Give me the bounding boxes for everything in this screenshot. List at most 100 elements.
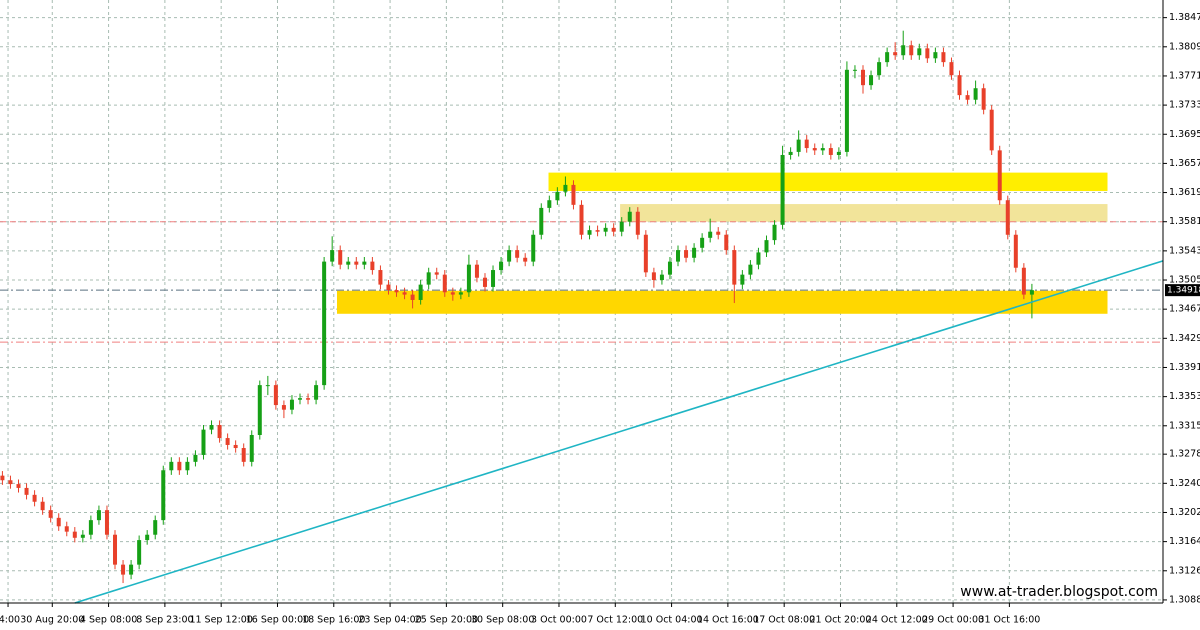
y-tick-label: 1.34670 xyxy=(1169,304,1200,315)
candle-body xyxy=(708,231,713,238)
candle-body xyxy=(370,261,375,271)
y-tick-label: 1.30880 xyxy=(1169,594,1200,605)
candle-body xyxy=(169,461,174,471)
candle-body xyxy=(161,470,166,521)
candle-body xyxy=(249,434,254,462)
x-tick-label: 7 Oct 12:00 xyxy=(587,615,643,626)
candle-body xyxy=(997,150,1002,201)
candle-body xyxy=(507,250,512,262)
candle-body xyxy=(145,534,150,541)
candle-body xyxy=(442,274,447,293)
candle-body xyxy=(667,261,672,275)
y-tick-label: 1.32400 xyxy=(1169,478,1200,489)
x-tick-label: 29 Oct 00:00 xyxy=(922,615,984,626)
candle-body xyxy=(72,531,77,538)
y-tick-label: 1.35810 xyxy=(1169,216,1200,227)
candle-body xyxy=(764,240,769,253)
x-tick-label: 30 Sep 08:00 xyxy=(471,615,534,626)
price-zone xyxy=(620,204,1108,222)
candle-body xyxy=(820,148,825,151)
y-tick-label: 1.33530 xyxy=(1169,391,1200,402)
y-tick-label: 1.38470 xyxy=(1169,12,1200,23)
candle-body xyxy=(306,398,311,400)
x-tick-label: 30 Aug 20:00 xyxy=(20,615,84,626)
y-tick-label: 1.37710 xyxy=(1169,70,1200,81)
x-tick-label: 24 Oct 12:00 xyxy=(866,615,928,626)
candle-body xyxy=(989,109,994,151)
y-tick-label: 1.33910 xyxy=(1169,362,1200,373)
candle-body xyxy=(40,501,45,511)
candle-body xyxy=(973,88,978,100)
y-tick-label: 1.35050 xyxy=(1169,275,1200,286)
y-tick-label: 1.32780 xyxy=(1169,449,1200,460)
y-tick-label: 1.33150 xyxy=(1169,420,1200,431)
candle-body xyxy=(547,200,552,208)
candle-body xyxy=(836,151,841,155)
candle-body xyxy=(957,75,962,96)
x-tick-label: 18 Sep 16:00 xyxy=(302,615,365,626)
y-tick-label: 1.32020 xyxy=(1169,507,1200,518)
candle-body xyxy=(418,284,423,300)
candle-body xyxy=(796,139,801,152)
candle-body xyxy=(121,564,126,575)
candle-body xyxy=(8,480,13,485)
y-tick-label: 1.36950 xyxy=(1169,129,1200,140)
candle-body xyxy=(322,261,327,386)
x-tick-label: 4 Sep 08:00 xyxy=(80,615,137,626)
candle-body xyxy=(129,564,134,575)
candle-body xyxy=(386,284,391,290)
candle-body xyxy=(981,88,986,110)
candle-body xyxy=(241,448,246,462)
x-tick-label: 17 Oct 08:00 xyxy=(753,615,815,626)
price-box-label: 1.34918 xyxy=(1167,286,1200,296)
candle-body xyxy=(289,399,294,410)
candle-body xyxy=(491,270,496,287)
candle-body xyxy=(651,272,656,281)
candle-body xyxy=(941,52,946,63)
candle-body xyxy=(281,405,286,410)
candle-body xyxy=(426,272,431,285)
candle-body xyxy=(346,261,351,265)
candle-body xyxy=(474,264,479,278)
candle-body xyxy=(515,250,520,258)
candle-body xyxy=(273,385,278,406)
y-tick-label: 1.35430 xyxy=(1169,245,1200,256)
y-tick-label: 1.31260 xyxy=(1169,565,1200,576)
y-tick-label: 1.36190 xyxy=(1169,187,1200,198)
candle-body xyxy=(185,461,190,471)
candle-body xyxy=(1013,234,1018,268)
price-zone xyxy=(548,172,1108,192)
x-tick-label: 8 Sep 23:00 xyxy=(136,615,193,626)
candle-body xyxy=(1005,200,1010,235)
candle-body xyxy=(362,261,367,265)
candle-body xyxy=(901,45,906,56)
x-tick-label: 16 Sep 00:00 xyxy=(246,615,309,626)
candle-body xyxy=(619,221,624,232)
candle-body xyxy=(716,231,721,235)
candle-body xyxy=(804,139,809,149)
candle-body xyxy=(330,250,335,262)
candle-body xyxy=(531,234,536,262)
candle-body xyxy=(748,264,753,275)
candle-body xyxy=(410,294,415,300)
candle-body xyxy=(434,272,439,275)
candle-body xyxy=(603,227,608,232)
x-tick-label: 14 Oct 16:00 xyxy=(697,615,759,626)
y-tick-label: 1.37330 xyxy=(1169,100,1200,111)
candle-body xyxy=(394,289,399,293)
candle-body xyxy=(635,211,640,235)
plot xyxy=(0,0,1164,604)
candle-body xyxy=(64,526,69,532)
candle-body xyxy=(852,69,857,71)
candle-body xyxy=(233,444,238,449)
candle-body xyxy=(153,520,158,535)
candle-body xyxy=(877,62,882,76)
x-tick-label: 21 Oct 20:00 xyxy=(810,615,872,626)
candle-body xyxy=(861,69,866,86)
candle-body xyxy=(56,517,61,527)
candle-body xyxy=(1029,290,1034,295)
candle-body xyxy=(80,534,85,538)
candle-body xyxy=(925,48,930,59)
price-box xyxy=(1165,284,1200,297)
